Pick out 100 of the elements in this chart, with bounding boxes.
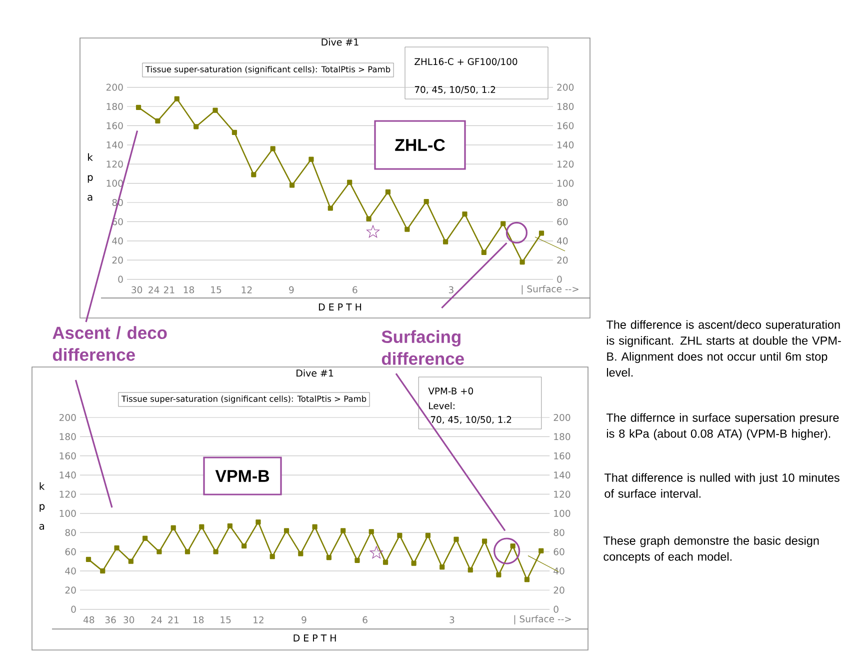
point (443, 239, 448, 244)
y2-tick-label: 180 (554, 433, 570, 440)
point (174, 96, 180, 102)
y2-tick-label: 60 (557, 218, 568, 226)
point (424, 198, 429, 204)
point (462, 211, 468, 217)
point (326, 554, 332, 560)
point (340, 528, 346, 534)
point (308, 156, 314, 162)
text: 3 (450, 616, 454, 624)
point (538, 548, 544, 554)
y2-tick-label: 40 (556, 237, 568, 244)
point (440, 564, 445, 570)
text: The differnce in surface supersation presure is 8 kPa (about 0.08 ATA) (VPM-B higher). (606, 413, 839, 440)
point (128, 558, 134, 564)
point (170, 525, 176, 530)
y2-tick-label: 100 (554, 510, 570, 517)
point (368, 529, 374, 534)
chart-title: Dive #1 (322, 38, 358, 46)
y-tick-label: 40 (112, 237, 123, 244)
y2-tick-label: 20 (554, 586, 564, 594)
point (256, 519, 261, 525)
y-tick-label: 60 (65, 548, 76, 556)
point (520, 259, 525, 265)
y-tick-label: 180 (60, 433, 76, 440)
point (524, 577, 530, 582)
point (142, 536, 148, 541)
text: 18 (193, 616, 204, 624)
y2-tick-label: 120 (558, 160, 574, 168)
y-tick-label: 140 (106, 141, 123, 148)
y2-tick-label: 200 (554, 414, 570, 421)
y2-tick-label: 120 (554, 490, 570, 498)
text: Ascent / deco difference (52, 326, 167, 361)
point (411, 560, 416, 566)
point (184, 549, 190, 554)
x-axis-title: D E P T H (318, 304, 362, 310)
annotation: VPM-B (215, 470, 270, 482)
point (86, 556, 92, 562)
point (468, 567, 473, 573)
text: 12 (242, 286, 252, 294)
text: k p a (39, 482, 45, 530)
text: VPM-B +0 (428, 388, 473, 394)
text: 6 (352, 286, 358, 294)
point (425, 532, 431, 538)
point (481, 250, 486, 255)
point (496, 572, 502, 578)
y-tick-label: 160 (60, 452, 76, 460)
point (385, 189, 391, 194)
point (312, 524, 318, 530)
text: These graph demonstre the basic design concepts of each model. (603, 536, 819, 564)
y-tick-label: 120 (106, 160, 123, 168)
text: 21 (164, 286, 174, 294)
text: | Surface --> (522, 285, 578, 294)
point (156, 549, 162, 554)
y2-tick-label: 60 (554, 548, 564, 556)
x-axis-title: D E P T H (294, 634, 336, 642)
text: 9 (289, 286, 294, 294)
y2-tick-label: 140 (554, 472, 570, 479)
text: 24 (148, 286, 160, 294)
point (366, 216, 372, 222)
point (298, 551, 304, 556)
text: 30 (132, 286, 142, 294)
text: k p a (88, 153, 93, 201)
text: 3 (448, 286, 454, 294)
y-tick-label: 20 (112, 256, 123, 264)
y2-tick-label: 200 (557, 84, 574, 91)
y2-tick-label: 40 (554, 567, 564, 574)
y-tick-label: 100 (60, 510, 76, 517)
y2-tick-label: 140 (558, 141, 574, 148)
point (100, 568, 106, 574)
point (404, 226, 410, 232)
text: The difference is ascent/deco superaturation is significant. ZHL starts at double the VPM-B. Alignment does not occur until 6m stop level. (606, 320, 841, 377)
point (382, 560, 388, 565)
point (136, 104, 142, 110)
point (227, 523, 232, 528)
point (213, 549, 218, 554)
text: That difference is nulled with just 10 minutes of surface interval. (604, 473, 840, 498)
text: Level: (429, 402, 454, 410)
point (114, 545, 120, 550)
point (538, 230, 544, 236)
point (482, 538, 488, 544)
text: 15 (211, 286, 222, 294)
text: 12 (254, 616, 264, 624)
annotation: 70, 45, 10/50, 1.2 (430, 416, 512, 424)
text: 24 (151, 616, 162, 624)
text: ZHL16-C + GF100/100 (414, 58, 518, 66)
point (328, 206, 333, 211)
y-tick-label: 140 (60, 472, 76, 479)
point (242, 543, 247, 549)
text: 18 (184, 286, 194, 294)
y-tick-label: 160 (106, 122, 123, 130)
point (199, 524, 204, 530)
y2-tick-label: 160 (558, 122, 574, 130)
point (194, 124, 199, 130)
chart-title: Dive #1 (296, 369, 334, 377)
y2-tick-label: 160 (554, 452, 570, 460)
text: 9 (302, 616, 306, 624)
y2-tick-label: 0 (557, 276, 562, 283)
text: 48 (83, 616, 94, 624)
point (354, 558, 360, 563)
